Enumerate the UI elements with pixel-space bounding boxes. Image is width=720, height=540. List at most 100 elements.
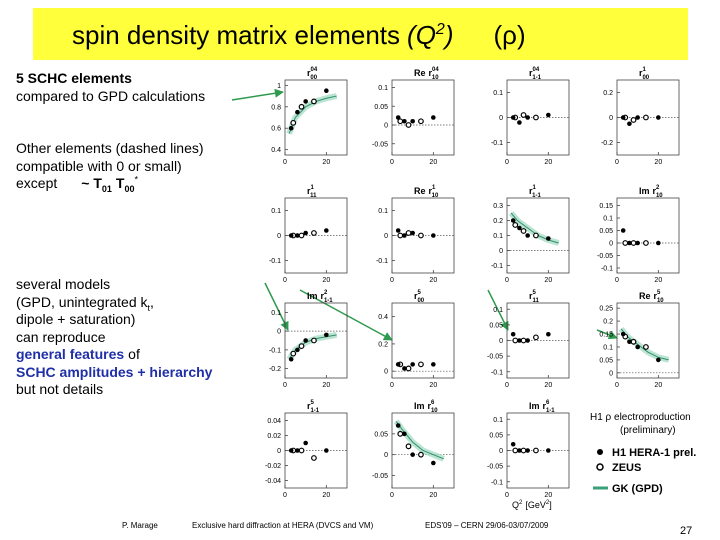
h1-point	[324, 88, 329, 94]
text: *	[134, 174, 138, 185]
label-sup: 1	[311, 185, 315, 191]
zeus-point	[311, 230, 317, 236]
x-tick-label: 0	[390, 277, 394, 284]
zeus-point	[533, 334, 539, 341]
h1-point	[656, 357, 661, 363]
zeus-point	[643, 344, 649, 350]
zeus-point	[622, 240, 629, 246]
panel-label: r1 11	[307, 185, 317, 199]
y-tick-label: 0.15	[599, 203, 613, 210]
panel-frame	[616, 197, 680, 274]
zeus-point	[520, 337, 527, 344]
zeus-point	[630, 338, 637, 345]
footer-talk: Exclusive hard diffraction at HERA (DVCS…	[192, 521, 374, 530]
x-tick-label: 20	[429, 492, 437, 499]
h1-point	[295, 109, 300, 115]
y-tick-label: -0.1	[376, 258, 388, 265]
h1-point	[303, 440, 308, 446]
text-line: several models	[16, 276, 111, 292]
x-tick-label: 0	[390, 159, 394, 166]
y-tick-label: 0	[384, 123, 388, 130]
x-tick-label: 20	[429, 382, 437, 389]
y-tick-label: -0.1	[491, 140, 503, 147]
y-tick-label: -0.2	[269, 366, 281, 373]
y-tick-label: 0.05	[599, 357, 613, 364]
y-tick-label: 0.2	[493, 218, 503, 225]
zeus-point	[533, 447, 539, 454]
y-tick-label: 0	[609, 115, 613, 122]
y-tick-label: -0.02	[265, 463, 281, 470]
text: of	[128, 346, 140, 362]
h1-point	[546, 236, 551, 241]
label-base: r	[307, 186, 311, 196]
y-tick-label: 0.1	[378, 208, 388, 215]
text: t	[147, 302, 151, 313]
label-sup: 6	[546, 400, 550, 406]
y-tick-label: -0.05	[372, 473, 388, 480]
label-sup: 1	[643, 67, 647, 73]
text-line: (GPD, unintegrated kt,	[16, 294, 212, 312]
label-base: r	[428, 401, 432, 411]
text-line: can reproduce	[16, 328, 106, 345]
label-sup: 04	[432, 67, 439, 73]
h1-point	[627, 339, 632, 345]
y-tick-label: 0	[499, 248, 503, 255]
y-tick-label: 0.8	[271, 104, 281, 111]
panel-label: r5 1-1	[307, 400, 320, 414]
x-tick-label: 20	[544, 277, 552, 284]
x-tick-label: 20	[322, 159, 330, 166]
page-number: 27	[680, 525, 693, 537]
panel-label: r04 00	[307, 67, 318, 81]
y-tick-label: 0.04	[267, 418, 281, 425]
y-tick-label: 0.05	[489, 322, 503, 329]
zeus-point	[643, 240, 649, 246]
h1-point	[510, 441, 516, 447]
text: T	[115, 175, 125, 191]
text-block-2: Other elements (dashed lines) compatible…	[16, 140, 204, 193]
h1-point	[510, 218, 516, 223]
x-axis-label: Q2 [GeV2]	[512, 500, 552, 510]
y-tick-label: 0.4	[271, 147, 281, 154]
zeus-point	[298, 343, 305, 350]
y-tick-label: 0.4	[378, 314, 388, 321]
label-sup: 1	[533, 185, 537, 191]
label-sup: 1	[432, 185, 436, 191]
zeus-point	[290, 350, 297, 357]
h1-point	[402, 431, 407, 437]
zeus-point	[630, 117, 637, 123]
label-sup: 5	[311, 400, 315, 406]
x-tick-label: 0	[505, 382, 509, 389]
zeus-point	[298, 103, 305, 110]
y-tick-label: 0.6	[271, 126, 281, 133]
legend-model: GK (GPD)	[612, 483, 663, 495]
label-sup: 5	[418, 290, 422, 296]
h1-point	[410, 230, 415, 236]
y-tick-label: -0.05	[487, 354, 503, 361]
label-base: r	[654, 291, 658, 301]
zeus-point	[533, 114, 539, 121]
h1-point	[517, 120, 522, 125]
y-tick-label: 0	[384, 452, 388, 459]
panel-label: r04 1-1	[529, 67, 542, 81]
label-sup: 04	[533, 67, 540, 73]
y-tick-label: 0.2	[603, 90, 613, 97]
x-tick-label: 20	[544, 159, 552, 166]
h1-point	[627, 121, 632, 127]
y-tick-label: 0.1	[493, 307, 503, 314]
zeus-point	[298, 447, 305, 454]
text-line: SCHC amplitudes + hierarchy	[16, 363, 213, 380]
label-sub: 10	[657, 298, 664, 304]
text: 00	[124, 183, 135, 194]
zeus-point	[533, 232, 539, 239]
y-tick-label: 0.02	[267, 433, 281, 440]
h1-point	[517, 338, 522, 343]
x-tick-label: 0	[505, 159, 509, 166]
h1-point	[525, 448, 530, 453]
label-prefix: Im	[307, 291, 318, 301]
h1-point	[510, 331, 516, 337]
text-block-3: several models (GPD, unintegrated kt, di…	[16, 276, 212, 399]
label-base: r	[307, 401, 311, 411]
arrows	[231, 88, 618, 341]
h1-point	[402, 233, 407, 238]
